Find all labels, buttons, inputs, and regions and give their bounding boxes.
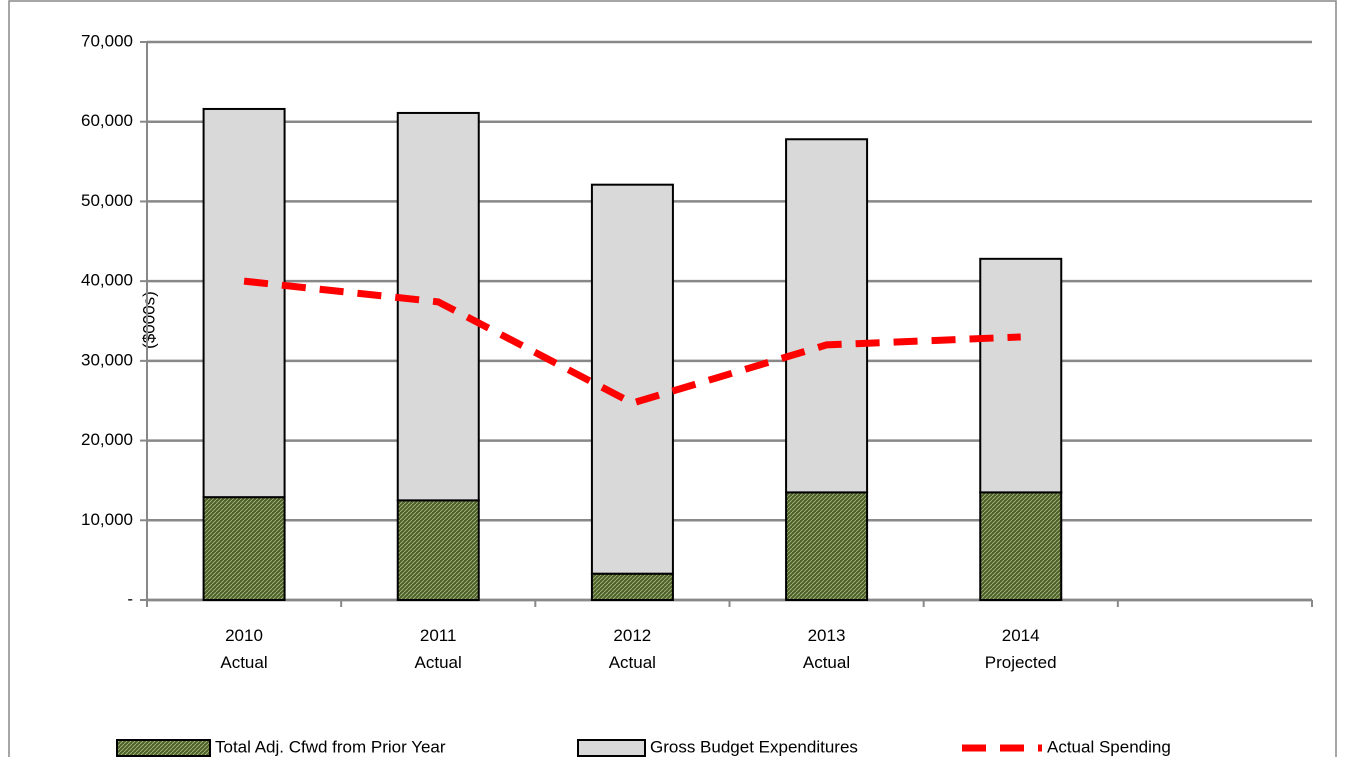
x-tick-label: 2010 Actual [220,626,268,672]
bar [396,499,480,602]
y-tick-label: - [127,589,133,608]
bar [590,183,674,575]
x-tick-label: 2013 Actual [802,626,851,672]
bar [785,138,869,494]
legend-label: Actual Spending [1047,737,1171,756]
y-axis-label: ($000s) [139,291,158,349]
legend-swatch [116,739,211,757]
legend-label: Total Adj. Cfwd from Prior Year [215,737,446,756]
y-tick-label: 70,000 [81,31,133,50]
y-tick-label: 40,000 [81,271,133,290]
x-tick-label: 2014 Projected [984,626,1057,672]
x-tick-label: 2011 Actual [414,626,462,672]
bar [396,111,480,502]
line-series [243,277,1021,407]
bar [590,572,674,601]
bar [202,107,286,499]
y-tick-label: 50,000 [81,191,133,210]
bar [785,491,869,601]
y-tick-label: 10,000 [81,510,133,529]
bar [979,257,1063,494]
y-tick-label: 60,000 [81,111,133,130]
bar [202,496,286,602]
legend-swatch [577,739,646,757]
legend-label: Gross Budget Expenditures [650,737,858,756]
y-tick-label: 30,000 [81,350,133,369]
y-tick-label: 20,000 [81,430,133,449]
x-tick-label: 2012 Actual [608,626,656,672]
chart-frame [8,0,1337,757]
bar [979,491,1063,601]
